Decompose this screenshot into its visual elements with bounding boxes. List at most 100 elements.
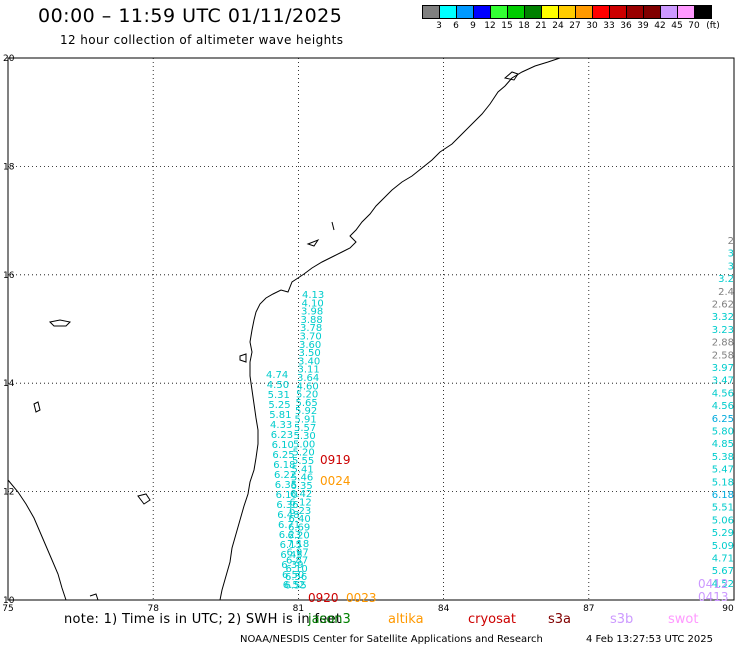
- wave-height-value: 6.10: [272, 440, 294, 451]
- wave-height-value: 6.40: [289, 514, 311, 525]
- wave-height-value: 6.45: [280, 550, 302, 561]
- scale-label: 39: [637, 21, 649, 31]
- wave-height-value: 6.18: [273, 460, 295, 471]
- wave-height-value: 5.55: [292, 456, 314, 467]
- wave-height-value: 6.56: [285, 572, 307, 583]
- wave-height-value: 3.97: [712, 363, 734, 374]
- satellite-legend-item: altika: [388, 612, 424, 627]
- lat-tick-label: 10: [3, 596, 15, 606]
- scale-label: 45: [671, 21, 683, 31]
- lon-tick-label: 84: [438, 604, 450, 614]
- wave-height-value: 5.06: [712, 515, 734, 526]
- scale-label: 27: [569, 21, 581, 31]
- wave-height-value: 5.57: [294, 423, 316, 434]
- wave-height-value: 5.38: [712, 452, 734, 463]
- wave-height-value: 5.81: [269, 410, 291, 421]
- wave-height-value: 5.51: [712, 503, 734, 514]
- wave-height-value: 5.25: [268, 400, 290, 411]
- wave-height-value: 2: [728, 236, 734, 247]
- wave-height-value: 5.31: [268, 390, 290, 401]
- wave-height-value: 4.85: [712, 439, 734, 450]
- wave-height-value: 6.87: [286, 556, 308, 567]
- wave-height-value: 5.41: [292, 464, 314, 475]
- wave-height-value: 3.64: [297, 373, 319, 384]
- wave-height-value: 2.88: [712, 338, 734, 349]
- satellite-legend-item: s3a: [548, 612, 572, 627]
- track-value-labels: 4.134.103.983.883.783.703.603.503.403.11…: [266, 236, 734, 605]
- coastline-west-india: [7, 479, 67, 601]
- inland-lake-3: [137, 493, 151, 505]
- wave-height-value: 5.30: [294, 431, 316, 442]
- wave-height-value: 4.74: [266, 370, 288, 381]
- scale-label: 33: [603, 21, 615, 31]
- wave-height-value: 5.20: [296, 390, 318, 401]
- wave-height-value: 4.52: [712, 579, 734, 590]
- scale-label: 18: [518, 21, 530, 31]
- generation-timestamp: 4 Feb 13:27:53 UTC 2025: [586, 634, 713, 645]
- scale-label: 21: [535, 21, 547, 31]
- wave-height-value: 3: [728, 261, 734, 272]
- scale-label: 6: [453, 21, 459, 31]
- lat-tick-label: 18: [3, 162, 15, 172]
- lat-tick-label: 14: [3, 379, 15, 389]
- scale-label: 36: [620, 21, 632, 31]
- wave-height-value: 3.32: [712, 312, 734, 323]
- wave-height-value: 3.50: [299, 348, 321, 359]
- wave-height-value: 4.56: [712, 388, 734, 399]
- lon-tick-label: 87: [583, 604, 594, 614]
- wave-height-value: 3.60: [299, 340, 321, 351]
- scale-label: 3: [436, 21, 442, 31]
- scale-label: 15: [501, 21, 513, 31]
- wave-height-value: 3.88: [301, 315, 323, 326]
- footnote: note: 1) Time is in UTC; 2) SWH is in fe…: [64, 612, 342, 627]
- wave-height-value: 6.35: [275, 480, 297, 491]
- wave-height-value: 3.40: [298, 356, 320, 367]
- credit-line: NOAA/NESDIS Center for Satellite Applica…: [240, 634, 543, 645]
- wave-height-value: 6.10: [276, 490, 298, 501]
- wave-height-value: 6.52: [283, 580, 305, 591]
- wave-height-value: 3.47: [712, 376, 734, 387]
- map-grid: 75 78 81 84 87 90 20 18 16 14 12 10: [2, 54, 735, 614]
- satellite-legend-item: jason3: [308, 612, 351, 627]
- satellite-legend: jason3 altika cryosat s3a s3b swot: [0, 612, 740, 628]
- lat-tick-label: 12: [3, 488, 14, 498]
- lon-tick-label: 81: [293, 604, 304, 614]
- inland-lake-4: [239, 353, 247, 363]
- wave-height-value: 6.69: [288, 522, 310, 533]
- pass-time-label: 0413: [698, 590, 729, 604]
- wave-height-value: 5.29: [712, 528, 734, 539]
- map-title: 00:00 – 11:59 UTC 01/11/2025: [38, 5, 343, 27]
- wave-height-value: 2.62: [712, 300, 734, 311]
- scale-swatch: [694, 5, 712, 19]
- wave-height-value: 2.58: [712, 350, 734, 361]
- wave-height-value: 5.92: [295, 406, 317, 417]
- wave-height-value: 6.25: [712, 414, 734, 425]
- wave-height-value: 2.4: [718, 287, 734, 298]
- wave-height-value: 3.11: [298, 365, 320, 376]
- color-scale-swatches: [422, 5, 712, 19]
- wave-height-value: 6.23: [271, 430, 293, 441]
- wave-height-value: 5.00: [293, 439, 315, 450]
- wave-height-value: 4.33: [270, 420, 292, 431]
- inland-lake-5: [89, 593, 99, 601]
- satellite-legend-item: cryosat: [468, 612, 516, 627]
- wave-height-value: 7.18: [287, 539, 309, 550]
- wave-height-value: 6.23: [289, 506, 311, 517]
- wave-height-value: 3.70: [300, 332, 322, 343]
- wave-height-value: 5.47: [712, 465, 734, 476]
- scale-label: 12: [484, 21, 496, 31]
- color-scale-labels: 3 6 9 12 15 18 21 24 27 30 33 36 39 42 45 70 (ft): [422, 19, 720, 33]
- lon-tick-label: 78: [147, 604, 159, 614]
- pass-time-label: 0024: [320, 474, 351, 488]
- wave-height-value: 4.13: [302, 290, 324, 301]
- wave-height-value: 6.42: [290, 489, 312, 500]
- wave-height-value: 6.97: [287, 547, 309, 558]
- satellite-legend-item: swot: [668, 612, 699, 627]
- wave-height-value: 6.15: [280, 540, 302, 551]
- wave-height-value: 6.20: [288, 531, 310, 542]
- wave-height-value: 6.48: [277, 510, 299, 521]
- wave-height-value: 5.67: [712, 566, 734, 577]
- wave-height-value: 6.12: [290, 498, 312, 509]
- wave-height-value: 5.65: [296, 398, 318, 409]
- wave-height-value: 6.23: [279, 530, 301, 541]
